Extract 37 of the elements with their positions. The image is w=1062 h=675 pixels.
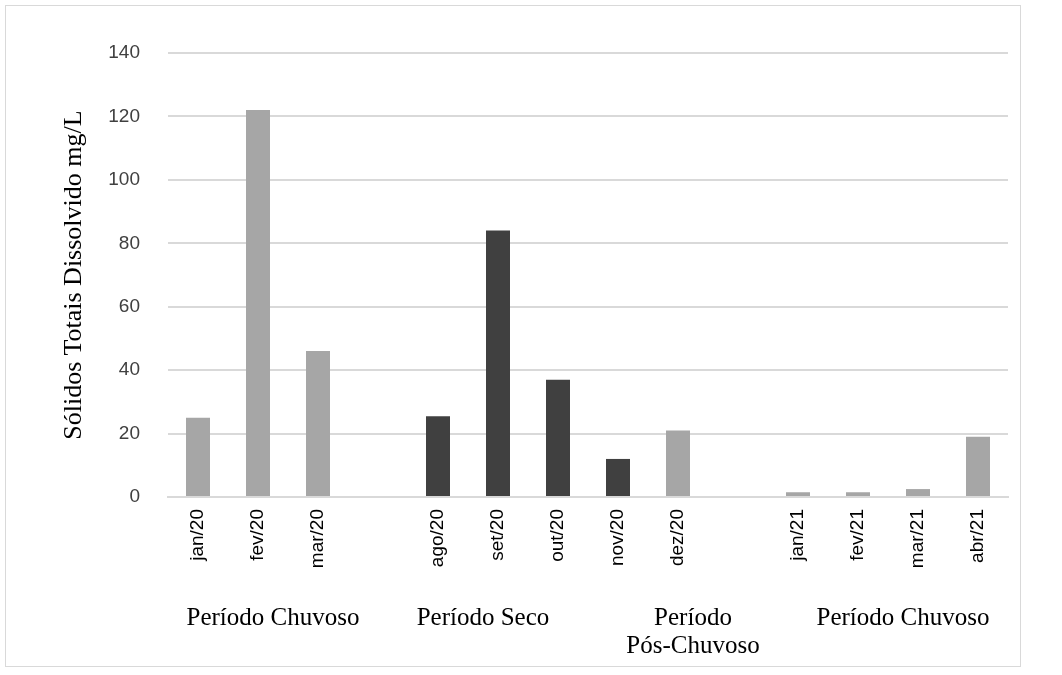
- bar: [426, 416, 450, 496]
- x-tick-label: nov/20: [606, 509, 628, 567]
- y-tick-label: 40: [118, 358, 140, 380]
- y-tick-label: 140: [108, 41, 140, 63]
- x-tick-label: mar/21: [906, 509, 928, 569]
- y-tick-label: 80: [118, 231, 140, 253]
- bar: [606, 458, 630, 496]
- bar: [966, 436, 990, 496]
- y-tick-label: 20: [118, 421, 140, 443]
- x-tick-label: dez/20: [666, 509, 688, 567]
- bar: [666, 430, 690, 496]
- text: Período Chuvoso: [816, 602, 990, 630]
- bar: [186, 417, 210, 496]
- y-tick-label: 100: [108, 168, 140, 190]
- x-tick-label: jan/20: [186, 509, 208, 562]
- x-tick-label: jan/21: [786, 509, 808, 562]
- x-tick-label: abr/21: [966, 509, 988, 563]
- x-tick-label: set/20: [486, 509, 508, 561]
- bar: [246, 110, 270, 496]
- text: Período Chuvoso: [186, 602, 360, 630]
- bar: [486, 230, 510, 496]
- y-tick-label: 0: [129, 485, 140, 507]
- y-axis-title: Sólidos Totais Dissolvido mg/L: [58, 110, 88, 440]
- x-tick-label: fev/20: [246, 509, 268, 561]
- y-tick-label: 60: [118, 294, 140, 316]
- x-tick-label: fev/21: [846, 509, 868, 561]
- x-tick-label: ago/20: [426, 509, 448, 568]
- text: Período Seco: [416, 602, 550, 630]
- text: Período Pós-Chuvoso: [626, 602, 760, 658]
- x-tick-label: out/20: [546, 509, 568, 562]
- bar: [846, 492, 870, 496]
- bar: [786, 492, 810, 496]
- bar: [306, 351, 330, 496]
- y-tick-label: 120: [108, 104, 140, 126]
- bar: [906, 489, 930, 496]
- x-tick-label: mar/20: [306, 509, 328, 569]
- bar: [546, 379, 570, 496]
